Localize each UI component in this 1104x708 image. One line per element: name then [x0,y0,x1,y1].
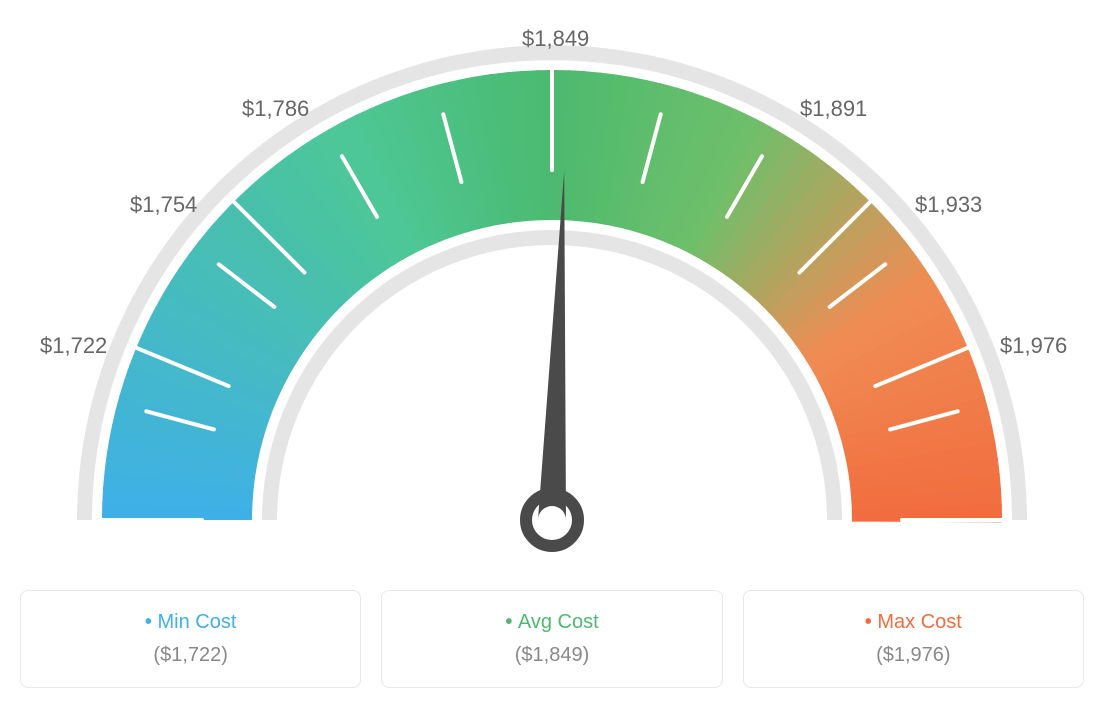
gauge-tick-label: $1,976 [1000,333,1067,359]
legend-min-title: Min Cost [31,611,350,634]
gauge-wrap: $1,722 $1,754 $1,786 $1,849 $1,891 $1,933 $1,9… [20,20,1084,560]
gauge-tick-label: $1,849 [522,26,589,52]
gauge-tick-label: $1,891 [800,96,867,122]
gauge-tick-label: $1,933 [915,192,982,218]
legend-card-max: Max Cost ($1,976) [743,590,1084,688]
legend-max-title: Max Cost [754,611,1073,634]
legend-row: Min Cost ($1,722) Avg Cost ($1,849) Max … [20,590,1084,688]
gauge-chart-container: $1,722 $1,754 $1,786 $1,849 $1,891 $1,933 $1,9… [20,20,1084,688]
legend-card-avg: Avg Cost ($1,849) [381,590,722,688]
legend-avg-value: ($1,849) [392,644,711,667]
legend-max-value: ($1,976) [754,644,1073,667]
legend-card-min: Min Cost ($1,722) [20,590,361,688]
gauge-svg [20,20,1084,560]
legend-avg-title: Avg Cost [392,611,711,634]
gauge-tick-label: $1,786 [242,96,309,122]
gauge-tick-label: $1,754 [130,192,197,218]
legend-min-value: ($1,722) [31,644,350,667]
gauge-tick-label: $1,722 [40,333,107,359]
